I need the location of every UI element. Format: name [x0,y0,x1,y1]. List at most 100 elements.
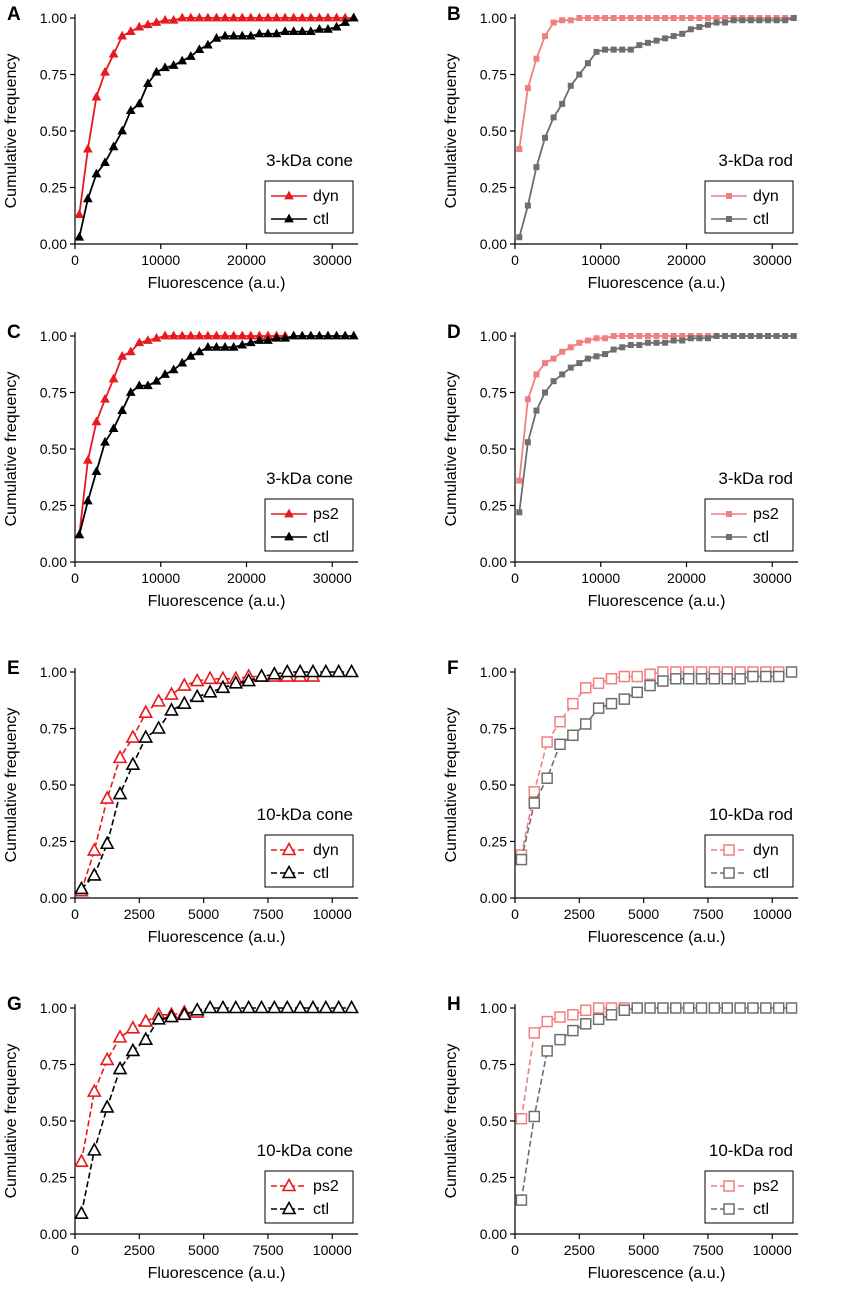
data-point [348,12,359,22]
data-point [254,28,265,38]
data-point [305,663,321,678]
legend-marker [723,1203,735,1215]
data-point [125,756,141,770]
data-point [99,835,115,850]
panel-g: G 0.00 0.25 0.50 0.75 1.00 0 2500 5000 7500 10000 F… [3,994,359,1282]
data-point [323,23,333,33]
data-point [134,380,145,390]
data-point [619,15,626,21]
series-dyn [515,666,785,861]
x-tick-label: 30000 [313,570,352,586]
y-tick-label: 0.50 [480,777,507,793]
chart-title: 10-kDa rod [709,805,793,824]
data-point [241,672,257,687]
data-point [125,1042,141,1057]
legend-marker [284,213,294,223]
data-point [618,693,631,705]
data-point [653,37,660,44]
data-point [151,17,162,26]
data-point [138,1013,154,1027]
data-point [314,23,325,33]
x-axis-label: Fluorescence (a.u.) [148,929,286,946]
chart-title: 10-kDa rod [709,1141,793,1160]
data-point [108,373,119,383]
x-tick-label: 0 [71,1242,79,1258]
x-tick-label: 20000 [667,570,706,586]
data-point [670,15,677,21]
legend-label: ctl [753,1201,769,1218]
x-tick-label: 0 [511,906,519,922]
data-point [203,330,213,340]
data-point [721,673,733,685]
series-ctl [74,12,359,241]
data-point [605,1009,618,1021]
data-point [636,15,643,21]
data-point [305,12,316,22]
data-point [143,335,153,344]
data-point [554,1033,566,1046]
data-point [117,30,128,40]
data-point [682,1002,695,1014]
data-point [331,21,342,31]
legend-marker [726,193,732,199]
panel-e: E 0.00 0.25 0.50 0.75 1.00 0 2500 5000 7500 10000 F… [3,658,359,946]
y-tick-label: 0.75 [480,721,507,737]
data-point [292,999,308,1014]
x-tick-label: 30000 [753,570,792,586]
data-point [662,339,669,346]
data-point [74,1205,89,1219]
data-point [515,1194,528,1206]
data-point [112,1060,128,1075]
y-axis-label: Cumulative frequency [443,1044,460,1199]
x-tick-label: 2500 [124,906,155,922]
x-axis-label: Fluorescence (a.u.) [588,1265,726,1282]
x-tick-label: 10000 [141,570,180,586]
x-tick-label: 2500 [564,906,595,922]
data-point [764,333,771,339]
data-point [134,21,145,31]
panel-a: A 0.00 0.25 0.50 0.75 1.00 0 10000 20000 30000 Flu… [3,4,359,292]
data-point [541,1045,553,1057]
data-point [297,26,308,35]
data-point [670,337,677,344]
legend-label: ctl [753,211,769,228]
data-point [177,55,188,65]
legend-marker [726,216,732,222]
legend-label: dyn [753,188,779,205]
data-point [151,66,162,76]
legend-label: ctl [313,1201,329,1218]
data-point [215,679,231,694]
data-point [117,125,128,135]
data-point [288,26,299,35]
x-axis-label: Fluorescence (a.u.) [588,593,726,610]
data-point [280,12,290,22]
series-line-ctl [80,1007,352,1214]
chart-title: 3-kDa rod [718,469,793,488]
data-point [305,999,321,1014]
legend-marker [723,867,735,879]
data-point [592,1013,605,1026]
data-point [747,670,759,683]
data-point [314,330,325,340]
series-ctl [74,663,359,895]
data-point [567,1024,579,1037]
data-point [185,51,196,60]
y-tick-label: 0.75 [40,1057,67,1073]
x-tick-label: 0 [511,252,519,268]
legend-label: ctl [313,865,329,882]
data-point [263,12,273,22]
data-point [576,339,583,346]
y-axis-label: Cumulative frequency [3,372,20,527]
data-point [82,495,93,505]
series-line-ps2 [518,335,794,481]
legend-marker [284,531,294,541]
chart-title: 10-kDa cone [257,805,353,824]
y-tick-label: 1.00 [40,1000,67,1016]
data-point [91,416,102,426]
data-point [237,330,248,340]
y-tick-label: 0.00 [40,236,67,252]
y-tick-label: 0.25 [40,180,67,196]
data-point [756,17,763,24]
y-tick-label: 0.50 [40,123,67,139]
data-point [722,333,729,339]
